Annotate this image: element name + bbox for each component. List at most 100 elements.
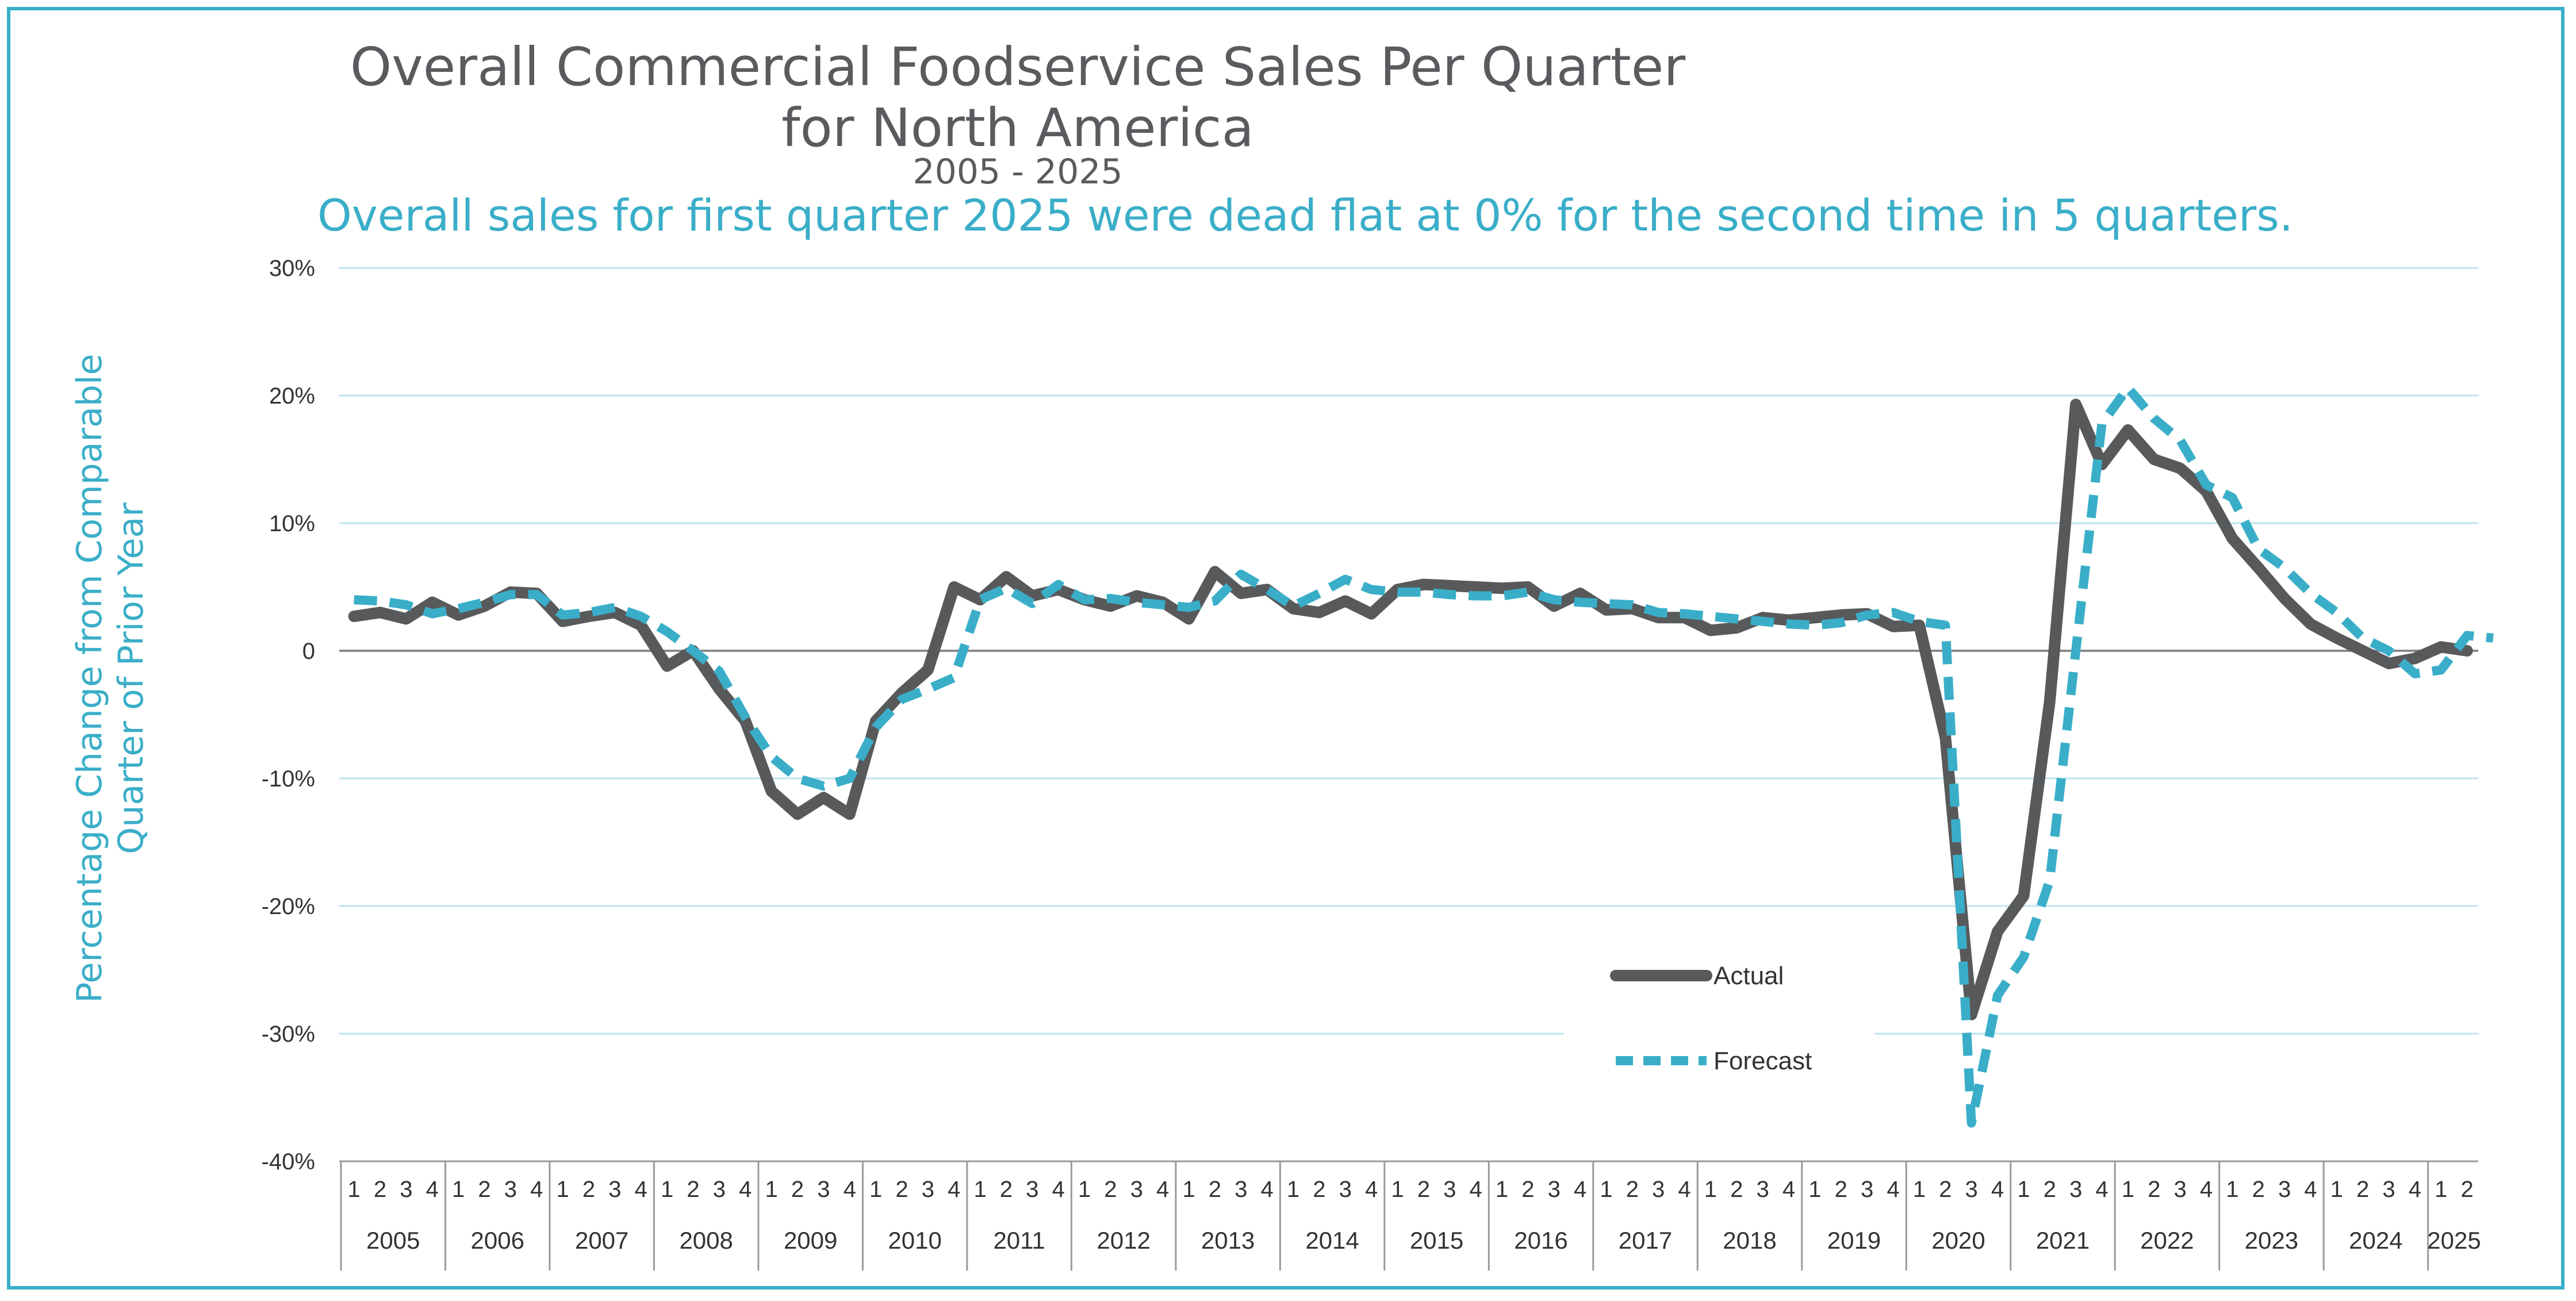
quarter-tick-label: 4: [1365, 1177, 1378, 1202]
quarter-tick-label: 1: [348, 1177, 361, 1202]
year-label: 2017: [1619, 1227, 1672, 1254]
quarter-tick-label: 3: [2278, 1177, 2291, 1202]
y-tick-label: -40%: [262, 1149, 315, 1175]
quarter-tick-label: 4: [948, 1177, 960, 1202]
quarter-tick-label: 4: [2200, 1177, 2213, 1202]
chart-subtitle: 2005 - 2025: [913, 152, 1123, 192]
y-tick-label: -30%: [262, 1022, 315, 1047]
quarter-tick-label: 3: [1965, 1177, 1978, 1202]
quarter-tick-label: 3: [608, 1177, 621, 1202]
quarter-tick-label: 2: [1104, 1177, 1117, 1202]
series-line-actual: [348, 398, 2473, 1020]
quarter-tick-label: 1: [1704, 1177, 1717, 1202]
year-label: 2021: [2036, 1227, 2090, 1254]
quarter-tick-label: 2: [687, 1177, 699, 1202]
quarter-tick-label: 1: [2435, 1177, 2447, 1202]
year-label: 2023: [2245, 1227, 2298, 1254]
quarter-tick-label: 1: [1078, 1177, 1091, 1202]
year-label: 2015: [1410, 1227, 1463, 1254]
quarter-tick-label: 1: [765, 1177, 777, 1202]
quarter-tick-label: 1: [452, 1177, 465, 1202]
quarter-tick-label: 1: [557, 1177, 569, 1202]
quarter-tick-label: 3: [2174, 1177, 2186, 1202]
quarter-tick-label: 3: [1130, 1177, 1143, 1202]
year-label: 2010: [888, 1227, 941, 1254]
quarter-tick-label: 2: [1626, 1177, 1639, 1202]
y-tick-label: 20%: [269, 383, 315, 409]
quarter-tick-label: 2: [1313, 1177, 1325, 1202]
quarter-tick-label: 1: [1600, 1177, 1612, 1202]
quarter-tick-label: 4: [530, 1177, 543, 1202]
quarter-tick-label: 4: [844, 1177, 856, 1202]
year-label: 2016: [1514, 1227, 1567, 1254]
quarter-tick-label: 2: [374, 1177, 386, 1202]
quarter-tick-label: 4: [1469, 1177, 1482, 1202]
year-label: 2006: [471, 1227, 524, 1254]
quarter-tick-label: 2: [2461, 1177, 2474, 1202]
chart-headline: Overall sales for first quarter 2025 wer…: [317, 190, 2294, 241]
quarter-tick-label: 4: [1052, 1177, 1065, 1202]
quarter-tick-label: 2: [1730, 1177, 1743, 1202]
year-label: 2008: [679, 1227, 733, 1254]
quarter-tick-label: 3: [1339, 1177, 1352, 1202]
quarter-tick-label: 2: [2148, 1177, 2160, 1202]
legend-box: [1564, 943, 1874, 1104]
year-label: 2014: [1305, 1227, 1359, 1254]
quarter-tick-label: 3: [1443, 1177, 1456, 1202]
chart-frame: [7, 7, 2564, 1290]
quarter-tick-label: 4: [1156, 1177, 1169, 1202]
quarter-tick-label: 1: [1808, 1177, 1821, 1202]
quarter-tick-label: 3: [504, 1177, 517, 1202]
quarter-tick-label: 3: [2382, 1177, 2395, 1202]
year-label: 2013: [1201, 1227, 1255, 1254]
quarter-tick-label: 2: [478, 1177, 490, 1202]
quarter-tick-label: 3: [1548, 1177, 1561, 1202]
y-tick-label: 0: [302, 639, 315, 664]
quarter-tick-label: 2: [1417, 1177, 1430, 1202]
year-label: 2007: [575, 1227, 628, 1254]
quarter-tick-label: 1: [1182, 1177, 1195, 1202]
quarter-tick-label: 3: [817, 1177, 830, 1202]
quarter-tick-label: 4: [1261, 1177, 1274, 1202]
quarter-tick-label: 4: [1574, 1177, 1586, 1202]
quarter-tick-label: 4: [2409, 1177, 2421, 1202]
quarter-tick-label: 4: [635, 1177, 647, 1202]
quarter-tick-label: 1: [2226, 1177, 2238, 1202]
quarter-tick-label: 3: [922, 1177, 934, 1202]
quarter-tick-label: 1: [1913, 1177, 1926, 1202]
quarter-tick-label: 3: [1026, 1177, 1038, 1202]
legend-label-forecast: Forecast: [1713, 1047, 1812, 1075]
quarter-tick-label: 3: [400, 1177, 412, 1202]
quarter-tick-label: 1: [1496, 1177, 1508, 1202]
quarter-tick-label: 1: [869, 1177, 882, 1202]
quarter-tick-label: 2: [1209, 1177, 1221, 1202]
quarter-tick-label: 4: [2304, 1177, 2317, 1202]
quarter-tick-label: 3: [713, 1177, 726, 1202]
year-label: 2024: [2349, 1227, 2402, 1254]
quarter-tick-label: 3: [1235, 1177, 1247, 1202]
quarter-tick-label: 1: [1391, 1177, 1404, 1202]
quarter-tick-label: 2: [791, 1177, 804, 1202]
quarter-tick-label: 1: [2017, 1177, 2030, 1202]
year-label: 2019: [1827, 1227, 1881, 1254]
quarter-tick-label: 2: [895, 1177, 908, 1202]
quarter-tick-label: 1: [1287, 1177, 1300, 1202]
year-label: 2012: [1097, 1227, 1150, 1254]
quarter-tick-label: 4: [739, 1177, 752, 1202]
y-tick-label: 10%: [269, 511, 315, 536]
year-label: 2022: [2140, 1227, 2194, 1254]
quarter-tick-label: 1: [2330, 1177, 2343, 1202]
quarter-tick-label: 1: [661, 1177, 673, 1202]
quarter-tick-label: 1: [2122, 1177, 2134, 1202]
quarter-tick-label: 3: [1757, 1177, 1769, 1202]
quarter-tick-label: 1: [973, 1177, 986, 1202]
quarter-tick-label: 3: [1652, 1177, 1665, 1202]
chart-title-line2: for North America: [781, 97, 1254, 159]
year-label: 2020: [1931, 1227, 1985, 1254]
quarter-tick-label: 2: [1939, 1177, 1952, 1202]
y-tick-label: 30%: [269, 256, 315, 281]
y-tick-label: -10%: [262, 766, 315, 792]
quarter-tick-label: 4: [426, 1177, 439, 1202]
quarter-tick-label: 4: [1887, 1177, 1899, 1202]
